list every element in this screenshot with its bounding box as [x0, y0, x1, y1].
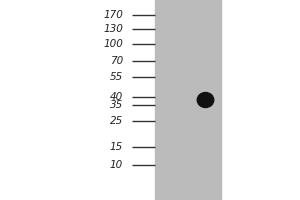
- Text: 10: 10: [110, 160, 123, 170]
- Ellipse shape: [197, 92, 214, 108]
- Text: 70: 70: [110, 56, 123, 66]
- Text: 15: 15: [110, 142, 123, 152]
- Text: 55: 55: [110, 72, 123, 82]
- Bar: [154, 0, 220, 200]
- Text: 100: 100: [103, 39, 123, 49]
- Text: 170: 170: [103, 10, 123, 20]
- Text: 35: 35: [110, 100, 123, 110]
- Text: 40: 40: [110, 92, 123, 102]
- Text: 25: 25: [110, 116, 123, 126]
- Text: 130: 130: [103, 24, 123, 34]
